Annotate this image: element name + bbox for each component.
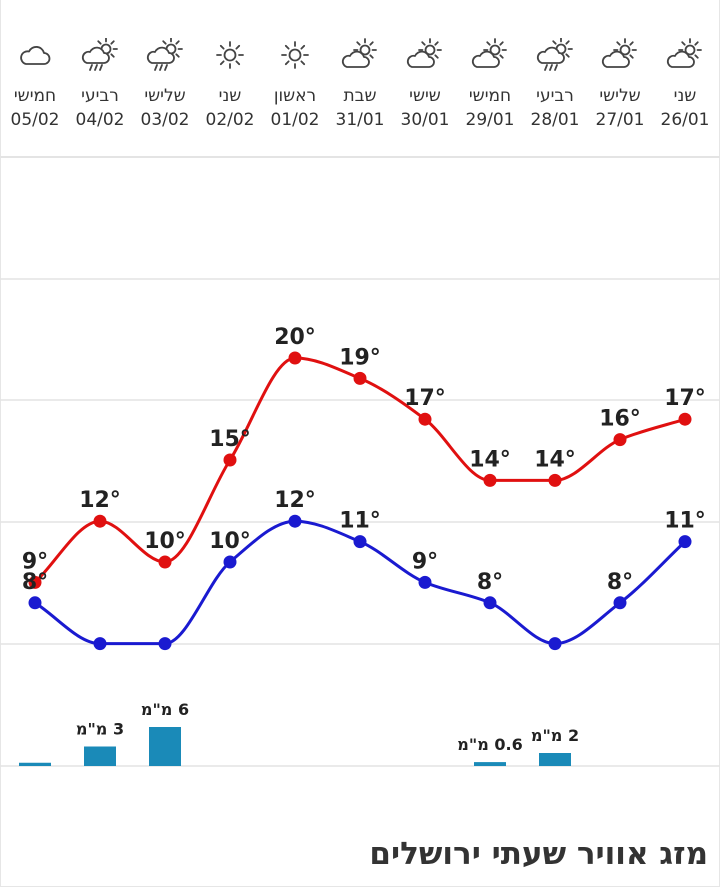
day-name: שלישי (599, 86, 641, 106)
low-temperature-point (678, 535, 692, 549)
sun-cloud-rain-icon (536, 38, 573, 71)
low-temperature-label: 9° (412, 549, 438, 574)
high-temperature-point (613, 433, 627, 447)
high-temperature-label: 16° (599, 407, 641, 432)
day-date: 27/01 (595, 110, 645, 130)
forecast-day: רביעי 04/02 (68, 38, 133, 130)
sun-cloud-icon (341, 38, 377, 68)
day-date: 05/02 (10, 110, 60, 130)
high-temperature-point (483, 473, 497, 487)
sun-icon (216, 41, 244, 69)
forecast-day: חמישי 05/02 (3, 38, 68, 130)
low-temperature-label: 11° (339, 509, 381, 534)
high-temperature-label: 15° (209, 427, 251, 452)
high-temperature-label: 20° (274, 325, 316, 350)
high-temperature-point (678, 412, 692, 426)
sun-cloud-icon (471, 38, 507, 68)
high-temperature-label: 17° (404, 386, 446, 411)
high-temperature-point (93, 514, 107, 528)
sun-icon (281, 41, 309, 69)
high-temperature-label: 14° (534, 447, 576, 472)
low-temperature-point (28, 596, 42, 610)
day-date: 30/01 (400, 110, 450, 130)
low-temperature-label: 11° (664, 509, 706, 534)
rain-amount-label: 3 מ"מ (76, 720, 124, 739)
sun-cloud-icon (601, 38, 637, 68)
low-temperature-label: 8° (22, 570, 48, 595)
rain-bar (19, 762, 51, 766)
day-name: רביעי (81, 86, 119, 106)
page-title: מזג אוויר שעתי ירושלים (369, 836, 708, 872)
high-temperature-point (158, 555, 172, 569)
high-temperature-point (288, 351, 302, 365)
high-temperature-label: 17° (664, 386, 706, 411)
forecast-day: ראשון 01/02 (263, 38, 328, 130)
rain-amount-label: 6 מ"מ (141, 700, 189, 719)
day-name: ראשון (273, 86, 317, 106)
day-name: שני (673, 86, 697, 106)
high-temperature-point (28, 575, 42, 589)
rain-amount-label: 0.6 מ"מ (457, 735, 522, 754)
high-temperature-point (223, 453, 237, 467)
rain-bar (474, 762, 506, 766)
cloud-icon (20, 46, 51, 65)
high-temperature-label: 14° (469, 447, 511, 472)
low-temperature-label: 12° (274, 488, 316, 513)
rain-bar (149, 727, 181, 766)
high-temperature-point (548, 473, 562, 487)
low-temperature-point (613, 596, 627, 610)
day-date: 02/02 (205, 110, 255, 130)
high-temperature-label: 12° (79, 488, 121, 513)
day-date: 28/01 (530, 110, 580, 130)
forecast-day: רביעי 28/01 (523, 38, 588, 130)
forecast-day: שישי 30/01 (393, 38, 458, 130)
low-temperature-label: 10° (209, 529, 251, 554)
forecast-day: שני 02/02 (198, 38, 263, 130)
low-temperature-point (288, 514, 302, 528)
high-temperature-line (33, 356, 686, 584)
day-name: שני (218, 86, 242, 106)
rain-bar (84, 746, 116, 766)
low-temperature-point (93, 637, 107, 651)
sun-cloud-rain-icon (146, 38, 183, 71)
day-name: חמישי (468, 86, 512, 106)
sun-cloud-icon (406, 38, 442, 68)
high-temperature-label: 9° (22, 549, 48, 574)
day-name: רביעי (536, 86, 574, 106)
day-date: 29/01 (465, 110, 515, 130)
high-temperature-label: 19° (339, 345, 381, 370)
day-date: 04/02 (75, 110, 125, 130)
day-date: 03/02 (140, 110, 190, 130)
low-temperature-point (548, 637, 562, 651)
day-name: שישי (409, 86, 441, 106)
forecast-day: שלישי 03/02 (133, 38, 198, 130)
rain-amount-label: 2 מ"מ (531, 726, 579, 745)
day-name: חמישי (13, 86, 57, 106)
forecast-day: שני 26/01 (653, 38, 718, 130)
low-temperature-label: 8° (607, 570, 633, 595)
forecast-days-row: חמישי 05/02 רביעי 04/02 שלישי 03/02 שני 02/02 רא… (0, 0, 720, 150)
day-name: שלישי (144, 86, 186, 106)
low-temperature-point (158, 637, 172, 651)
sun-cloud-rain-icon (81, 38, 118, 71)
rain-bar (539, 753, 571, 766)
forecast-day: חמישי 29/01 (458, 38, 523, 130)
forecast-day: שלישי 27/01 (588, 38, 653, 130)
high-temperature-label: 10° (144, 529, 186, 554)
forecast-day: שבת 31/01 (328, 38, 393, 130)
day-date: 31/01 (335, 110, 385, 130)
low-temperature-point (353, 535, 367, 549)
low-temperature-point (418, 575, 432, 589)
high-temperature-point (418, 412, 432, 426)
low-temperature-point (483, 596, 497, 610)
low-temperature-point (223, 555, 237, 569)
day-date: 26/01 (660, 110, 710, 130)
sun-cloud-icon (666, 38, 702, 68)
day-date: 01/02 (270, 110, 320, 130)
day-name: שבת (343, 86, 377, 106)
low-temperature-label: 8° (477, 570, 503, 595)
high-temperature-point (353, 371, 367, 385)
